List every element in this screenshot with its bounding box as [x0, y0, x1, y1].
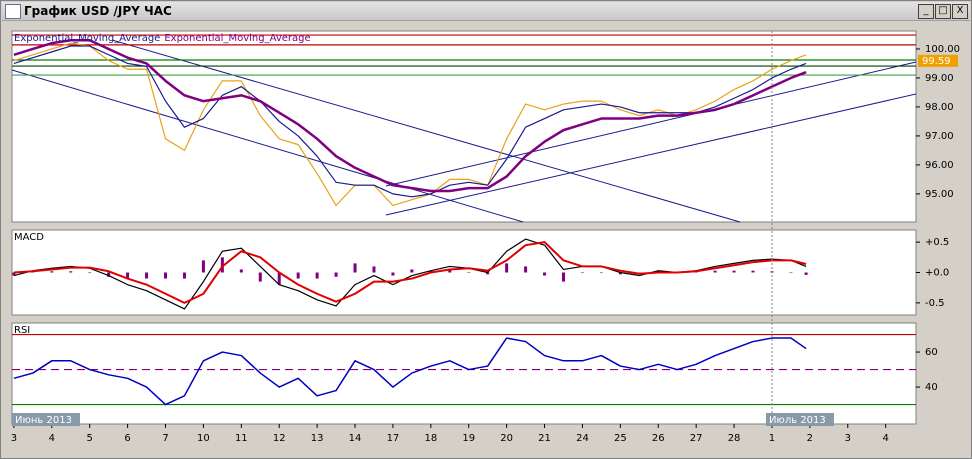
- y-tick-label: 96.00: [925, 160, 954, 171]
- histogram-bar: [789, 272, 793, 273]
- histogram-bar: [391, 272, 395, 276]
- trendline: [111, 39, 741, 223]
- x-tick-label: 26: [652, 433, 665, 444]
- x-tick-label: 24: [576, 433, 589, 444]
- histogram-bar: [732, 270, 736, 273]
- y-tick-label: 99.00: [925, 73, 954, 84]
- trendline: [11, 69, 524, 223]
- x-tick-label: 17: [387, 433, 400, 444]
- histogram-bar: [524, 266, 528, 273]
- x-tick-label: 3: [11, 433, 17, 444]
- x-tick-label: 4: [49, 433, 55, 444]
- histogram-bar: [69, 271, 73, 273]
- maximize-button[interactable]: □: [935, 4, 951, 19]
- last-value-label: 99.59: [922, 56, 951, 67]
- month-label: Июль 2013: [769, 415, 826, 426]
- x-tick-label: 12: [273, 433, 286, 444]
- trendlines: [11, 39, 917, 223]
- histogram-bar: [296, 272, 300, 279]
- histogram-bar: [145, 272, 149, 279]
- panels: [11, 30, 917, 425]
- histogram-bar: [543, 272, 547, 276]
- x-tick-label: 19: [462, 433, 475, 444]
- histogram-bar: [164, 272, 168, 279]
- y-tick-label: 95.00: [925, 189, 954, 200]
- window-icon: [5, 4, 21, 19]
- y-tick-label: 60: [925, 347, 938, 358]
- x-tick-label: 25: [614, 433, 627, 444]
- histogram-bar: [505, 263, 509, 273]
- histogram-bar: [220, 257, 224, 273]
- histogram-bar: [277, 272, 281, 285]
- x-tick-label: 1: [769, 433, 775, 444]
- histogram-bar: [50, 271, 54, 273]
- month-label-box: [765, 413, 834, 426]
- x-tick-label: 20: [500, 433, 513, 444]
- title-bar: График USD /JPY ЧАС _ □ X: [2, 2, 970, 21]
- histogram-bar: [561, 272, 565, 282]
- x-tick-label: 27: [690, 433, 703, 444]
- histogram-bar: [239, 269, 243, 273]
- y-tick-label: 97.00: [925, 131, 954, 142]
- minimize-button[interactable]: _: [918, 4, 934, 19]
- x-tick-label: 13: [311, 433, 324, 444]
- histogram-bar: [182, 272, 186, 279]
- histogram-bar: [751, 270, 755, 273]
- x-tick-label: 7: [162, 433, 168, 444]
- histogram-bar: [580, 272, 584, 273]
- series-line: [13, 337, 807, 406]
- y-tick-label: -0.5: [925, 298, 945, 309]
- series-line: [13, 45, 807, 198]
- y-tick-label: 98.00: [925, 102, 954, 113]
- panel-title: RSI: [14, 325, 30, 336]
- histogram-bar: [804, 272, 808, 275]
- month-label-box: [12, 413, 80, 426]
- histogram-bar: [201, 260, 205, 273]
- x-tick-label: 14: [349, 433, 362, 444]
- histogram-bar: [88, 272, 92, 274]
- histogram-bar: [448, 269, 452, 273]
- x-tick-label: 28: [728, 433, 741, 444]
- histogram-bar: [486, 272, 490, 275]
- x-tick-label: 11: [235, 433, 248, 444]
- close-button[interactable]: X: [952, 4, 968, 19]
- histogram-bar: [467, 272, 471, 273]
- x-tick-label: 4: [882, 433, 888, 444]
- histogram-bar: [258, 272, 262, 282]
- window-title: График USD /JPY ЧАС: [24, 4, 172, 18]
- panel-title: MACD: [14, 232, 44, 243]
- x-tick-label: 10: [197, 433, 210, 444]
- x-tick-label: 6: [124, 433, 130, 444]
- histogram-bar: [334, 272, 338, 277]
- histogram-bar: [126, 272, 130, 279]
- legend-entry: Exponential_Moving_Average: [14, 33, 160, 44]
- histogram-bar: [107, 272, 111, 277]
- y-tick-label: 40: [925, 382, 938, 393]
- trendline: [385, 93, 917, 216]
- last-value-box: [918, 54, 958, 67]
- plot: 100.00 99.00 98.00 97.00 96.00 95.00 Exponenti…: [11, 31, 960, 444]
- histogram-bar: [12, 272, 16, 276]
- x-tick-label: 3: [845, 433, 851, 444]
- histogram-bar: [618, 272, 622, 275]
- month-label: Июнь 2013: [15, 415, 72, 426]
- histogram-bar: [372, 266, 376, 273]
- y-tick-label: 100.00: [925, 44, 960, 55]
- y-tick-label: +0.5: [925, 237, 949, 248]
- series-line: [13, 241, 807, 304]
- histogram-bar: [410, 269, 414, 273]
- legend-entry: Exponential_Moving_Average: [164, 33, 310, 44]
- x-tick-label: 18: [424, 433, 437, 444]
- histogram-bar: [599, 272, 603, 273]
- x-tick-label: 2: [807, 433, 813, 444]
- x-tick-label: 5: [87, 433, 93, 444]
- histogram-bar: [315, 272, 319, 279]
- x-tick-label: 21: [538, 433, 551, 444]
- histogram-bar: [713, 270, 717, 273]
- series-line: [13, 39, 807, 193]
- histogram-bar: [353, 263, 357, 273]
- y-tick-label: +0.0: [925, 268, 949, 279]
- trendline: [385, 61, 917, 187]
